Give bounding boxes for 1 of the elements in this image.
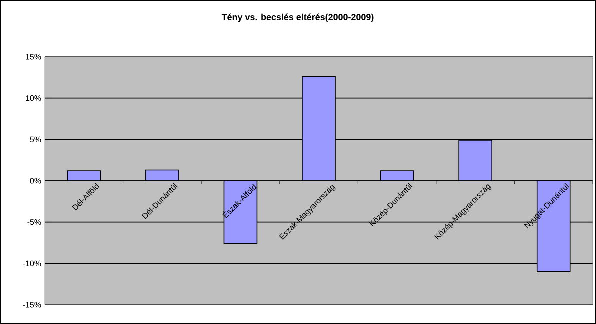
chart-title: Tény vs. becslés eltérés(2000-2009) <box>222 14 374 22</box>
